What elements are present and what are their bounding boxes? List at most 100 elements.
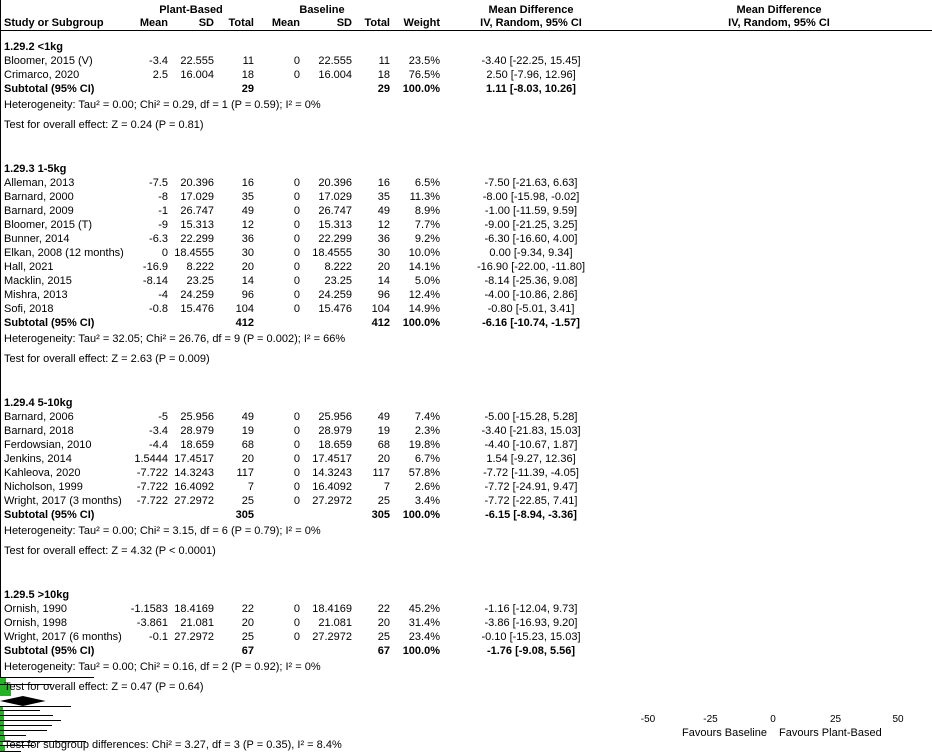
subtotal-label: Subtotal (95% CI) xyxy=(4,645,95,657)
cell-mean2: 0 xyxy=(293,425,300,437)
cell-n1: 12 xyxy=(241,219,254,231)
effect-square xyxy=(0,742,3,745)
cell-weight: 23.4% xyxy=(408,631,440,643)
cell-sd2: 14.3243 xyxy=(312,467,352,479)
cell-mean2: 0 xyxy=(293,411,300,423)
study-name: Ornish, 1998 xyxy=(4,617,67,629)
cell-mean1: -8.14 xyxy=(142,275,168,287)
cell-mean1: -7.722 xyxy=(136,495,168,507)
axis-tick-label: 0 xyxy=(770,714,776,725)
mean-difference-plot-header: Mean Difference xyxy=(736,4,822,16)
effect-square xyxy=(0,716,4,720)
cell-n2: 29 xyxy=(377,83,390,95)
ci-line xyxy=(0,741,87,742)
col-header-study: Study or Subgroup xyxy=(4,17,104,29)
cell-sd1: 15.313 xyxy=(180,219,214,231)
col-header-ci-text: IV, Random, 95% CI xyxy=(480,17,582,29)
study-name: Nicholson, 1999 xyxy=(4,481,83,493)
ci-line xyxy=(0,730,47,731)
cell-weight: 2.6% xyxy=(414,481,440,493)
axis-tick-label: -25 xyxy=(703,714,718,725)
cell-sd1: 24.259 xyxy=(180,289,214,301)
cell-n2: 22 xyxy=(377,603,390,615)
cell-n1: 412 xyxy=(235,317,254,329)
effect-square xyxy=(0,726,4,730)
cell-mean1: -1.1583 xyxy=(130,603,168,615)
axis-tick-label: -50 xyxy=(640,714,656,725)
cell-mean1: 0 xyxy=(161,247,168,259)
cell-n2: 20 xyxy=(377,617,390,629)
cell-sd2: 8.222 xyxy=(324,261,352,273)
cell-weight: 14.1% xyxy=(408,261,440,273)
subtotal-ci-text: 1.11 [-8.03, 10.26] xyxy=(486,83,576,95)
ci-line xyxy=(0,706,71,707)
ci-text: -1.16 [-12.04, 9.73] xyxy=(484,603,578,615)
cell-mean2: 0 xyxy=(293,191,300,203)
subtotal-ci-text: -6.16 [-10.74, -1.57] xyxy=(482,317,580,329)
cell-n1: 14 xyxy=(241,275,254,287)
cell-mean1: -0.1 xyxy=(149,631,168,643)
axis-tick-label: 25 xyxy=(829,714,842,725)
cell-sd1: 16.4092 xyxy=(174,481,214,493)
cell-mean2: 0 xyxy=(293,219,300,231)
cell-weight: 31.4% xyxy=(408,617,440,629)
cell-n2: 104 xyxy=(371,303,390,315)
cell-sd1: 15.476 xyxy=(180,303,214,315)
cell-mean2: 0 xyxy=(293,69,300,81)
cell-n2: 49 xyxy=(377,411,390,423)
cell-sd2: 22.299 xyxy=(318,233,352,245)
cell-sd2: 17.4517 xyxy=(312,453,352,465)
cell-mean2: 0 xyxy=(293,467,300,479)
cell-weight: 7.4% xyxy=(414,411,440,423)
cell-sd1: 27.2972 xyxy=(174,495,214,507)
baseline-group-header: Baseline xyxy=(299,4,345,16)
cell-n2: 30 xyxy=(377,247,390,259)
favours-right-label: Favours Plant-Based xyxy=(779,727,882,739)
cell-weight: 19.8% xyxy=(408,439,440,451)
cell-mean1: 1.5444 xyxy=(134,453,168,465)
cell-n2: 49 xyxy=(377,205,390,217)
cell-weight: 12.4% xyxy=(408,289,440,301)
cell-mean2: 0 xyxy=(293,205,300,217)
cell-weight: 23.5% xyxy=(408,55,440,67)
cell-sd2: 18.4169 xyxy=(312,603,352,615)
study-name: Macklin, 2015 xyxy=(4,275,72,287)
favours-left-label: Favours Baseline xyxy=(682,727,767,739)
cell-n2: 305 xyxy=(371,509,390,521)
zero-line xyxy=(0,0,1,677)
study-name: Ornish, 1990 xyxy=(4,603,67,615)
ci-text: -7.72 [-22.85, 7.41] xyxy=(484,495,578,507)
ci-text: 1.54 [-9.27, 12.36] xyxy=(486,453,576,465)
subtotal-ci-text: -6.15 [-8.94, -3.36] xyxy=(485,509,577,521)
cell-weight: 11.3% xyxy=(409,191,440,203)
ci-text: -5.00 [-15.28, 5.28] xyxy=(484,411,578,423)
cell-sd1: 28.979 xyxy=(180,425,214,437)
cell-n2: 20 xyxy=(377,453,390,465)
cell-sd1: 25.956 xyxy=(180,411,214,423)
cell-mean1: -4 xyxy=(158,289,168,301)
cell-sd1: 18.4555 xyxy=(174,247,214,259)
cell-weight: 5.0% xyxy=(414,275,440,287)
cell-n1: 49 xyxy=(241,205,254,217)
overall-effect-note: Test for overall effect: Z = 2.63 (P = 0… xyxy=(4,353,210,365)
col-header-weight: Weight xyxy=(403,17,440,29)
cell-n2: 25 xyxy=(377,631,390,643)
cell-n1: 7 xyxy=(247,481,254,493)
cell-sd2: 22.555 xyxy=(318,55,352,67)
cell-sd1: 20.396 xyxy=(180,177,214,189)
cell-mean2: 0 xyxy=(293,617,300,629)
effect-square xyxy=(0,685,11,696)
ci-line xyxy=(0,715,53,716)
cell-weight: 100.0% xyxy=(402,509,440,521)
cell-mean2: 0 xyxy=(293,233,300,245)
cell-n1: 96 xyxy=(241,289,254,301)
ci-line xyxy=(0,720,62,721)
ci-line xyxy=(0,684,53,685)
subgroup-label: 1.29.5 >10kg xyxy=(4,589,70,601)
cell-n2: 7 xyxy=(383,481,390,493)
cell-n2: 117 xyxy=(372,467,390,479)
cell-sd1: 17.4517 xyxy=(174,453,214,465)
cell-sd2: 18.4555 xyxy=(312,247,352,259)
cell-mean1: -3.4 xyxy=(149,55,168,67)
ci-text: -0.80 [-5.01, 3.41] xyxy=(487,303,575,315)
